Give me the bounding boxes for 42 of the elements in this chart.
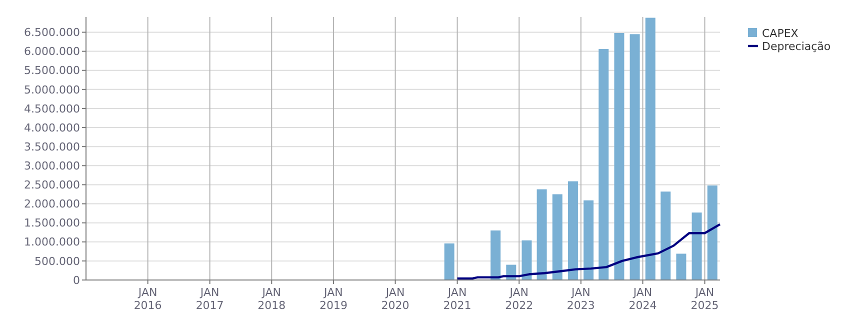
x-tick-label: JAN 2022 xyxy=(505,286,534,312)
x-tick-label: JAN 2018 xyxy=(258,286,286,312)
y-tick-label: 5.000.000 xyxy=(24,83,80,96)
bar xyxy=(676,254,686,280)
bar xyxy=(490,230,501,280)
bar xyxy=(568,181,578,280)
bar xyxy=(630,34,640,280)
legend-label: Depreciação xyxy=(762,40,831,53)
bar xyxy=(598,49,609,280)
x-tick-label: JAN 2019 xyxy=(319,286,348,312)
bar xyxy=(614,33,624,280)
legend-label: CAPEX xyxy=(762,26,799,40)
y-tick-label: 6.000.000 xyxy=(24,45,80,58)
x-tick-label: JAN 2025 xyxy=(690,286,719,312)
x-tick-label: JAN 2024 xyxy=(628,286,657,312)
bar xyxy=(707,185,718,280)
y-tick-label: 2.000.000 xyxy=(24,198,80,211)
bar xyxy=(522,240,532,280)
x-tick-label: JAN 2020 xyxy=(381,286,410,312)
bar xyxy=(536,189,547,280)
y-tick-label: 3.000.000 xyxy=(24,160,80,172)
bar xyxy=(645,18,656,280)
y-tick-label: 1.500.000 xyxy=(24,216,80,230)
y-tick-label: 5.500.000 xyxy=(24,64,80,78)
bar xyxy=(584,200,594,280)
y-tick-label: 1.000.000 xyxy=(24,236,80,249)
bar xyxy=(444,243,454,280)
y-tick-label: 0 xyxy=(73,274,80,287)
y-tick-label: 4.000.000 xyxy=(24,121,80,134)
x-tick-label: JAN 2016 xyxy=(134,286,162,312)
bar xyxy=(692,212,702,280)
x-tick-label: JAN 2017 xyxy=(196,286,224,312)
x-tick-label: JAN 2023 xyxy=(566,286,595,312)
y-tick-label: 3.500.000 xyxy=(24,140,80,154)
y-tick-label: 2.500.000 xyxy=(24,178,80,192)
y-tick-label: 4.500.000 xyxy=(24,102,80,116)
bar xyxy=(552,194,562,280)
bar xyxy=(660,192,671,280)
y-tick-label: 500.000 xyxy=(34,254,80,268)
x-tick-label: JAN 2021 xyxy=(443,286,472,312)
y-tick-label: 6.500.000 xyxy=(24,26,80,40)
line-series xyxy=(456,223,722,280)
